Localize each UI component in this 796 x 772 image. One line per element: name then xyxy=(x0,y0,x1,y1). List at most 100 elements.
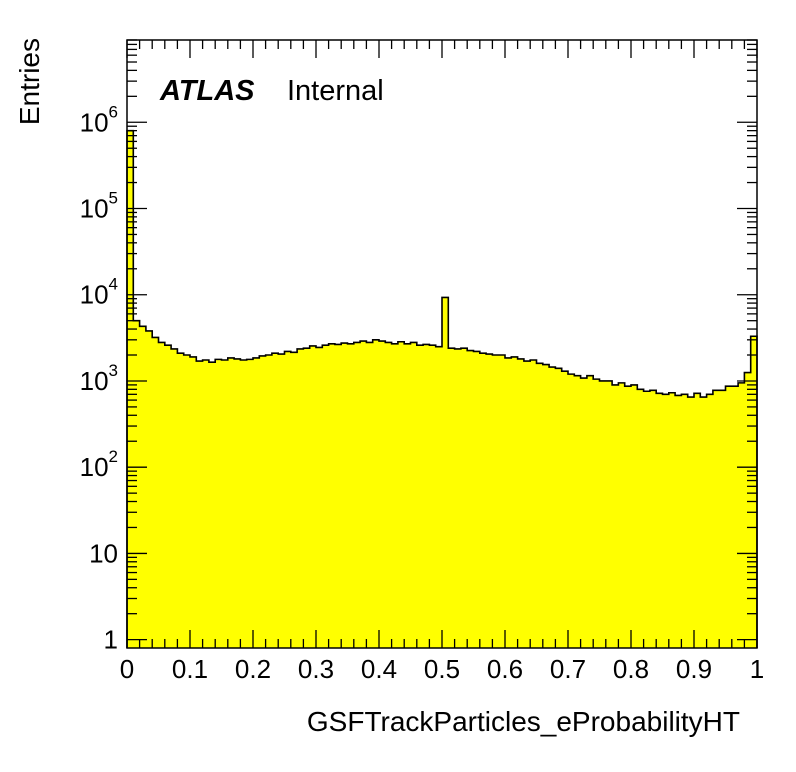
histogram-bin xyxy=(593,379,600,648)
histogram-bin xyxy=(152,337,159,648)
x-tick-label: 0.2 xyxy=(235,654,271,684)
x-tick-label: 0 xyxy=(120,654,134,684)
histogram-bin xyxy=(662,394,670,648)
y-tick-label: 102 xyxy=(80,447,118,482)
histogram-bin xyxy=(649,390,657,648)
histogram-bin xyxy=(316,347,323,648)
histogram-bin xyxy=(448,348,455,648)
histogram-bin xyxy=(183,355,191,648)
histogram-bin xyxy=(542,364,550,648)
histogram-bin xyxy=(631,384,638,648)
y-tick-labels: 1 10 102 103 104 105 106 xyxy=(80,102,118,654)
histogram-bin xyxy=(259,355,266,648)
histogram-bin xyxy=(668,392,676,648)
histogram-bin xyxy=(612,384,619,648)
histogram-bin xyxy=(442,297,449,648)
histogram-bin xyxy=(435,346,443,648)
histogram-bin xyxy=(334,344,342,648)
histogram-bin xyxy=(574,375,581,648)
histogram-bin xyxy=(731,386,739,648)
histogram-bin xyxy=(133,320,140,648)
histogram-bin xyxy=(227,357,235,648)
histogram-bin xyxy=(719,390,726,648)
histogram-bin xyxy=(605,380,613,648)
x-tick-label: 0.5 xyxy=(424,654,460,684)
y-tick-label: 105 xyxy=(80,189,118,224)
histogram-bin xyxy=(177,353,185,648)
histogram-bin xyxy=(240,360,248,648)
histogram-bin xyxy=(675,395,682,648)
histogram-bin xyxy=(681,394,689,648)
histogram-bin xyxy=(473,351,481,648)
histogram-bin xyxy=(505,357,512,648)
histogram-bin xyxy=(498,355,506,648)
histogram-bin xyxy=(517,358,525,648)
histogram-bin xyxy=(706,394,714,648)
histogram-bin xyxy=(215,359,222,648)
histogram-bin xyxy=(549,367,556,648)
histogram-bin xyxy=(429,345,437,648)
x-tick-label: 0.1 xyxy=(172,654,208,684)
histogram-bin xyxy=(391,343,399,648)
histogram-bin xyxy=(454,348,462,648)
histogram-bin xyxy=(328,343,336,648)
histogram-bin xyxy=(586,375,594,648)
histogram-bin xyxy=(303,348,311,648)
y-tick-label: 10 xyxy=(89,538,118,568)
y-tick-label: 106 xyxy=(80,102,118,137)
histogram-bin xyxy=(145,330,153,648)
histogram-bin xyxy=(580,378,588,648)
histogram-bin xyxy=(410,342,418,648)
x-tick-label: 0.8 xyxy=(613,654,649,684)
atlas-label: ATLAS xyxy=(159,75,255,107)
histogram-bin xyxy=(297,348,304,648)
x-axis-title: GSFTrackParticles_eProbabilityHT xyxy=(307,706,740,737)
histogram-bin xyxy=(750,336,758,648)
histogram-bin xyxy=(360,341,367,648)
histogram-bin xyxy=(555,368,563,648)
histogram-bin xyxy=(385,342,392,648)
histogram-bin xyxy=(637,389,644,648)
histogram-bin xyxy=(712,390,720,648)
histogram-bin xyxy=(460,348,468,648)
histogram-bin xyxy=(190,356,197,648)
histogram-bin xyxy=(656,393,663,648)
histogram-bin xyxy=(353,342,361,648)
histogram-bin xyxy=(738,382,745,648)
histogram-bin xyxy=(265,355,273,648)
histogram-bars xyxy=(127,130,758,649)
histogram-bin xyxy=(694,393,701,648)
histogram-bin xyxy=(221,360,229,648)
histogram-bin xyxy=(643,391,651,648)
histogram-bin xyxy=(158,342,166,648)
histogram-bin xyxy=(322,345,329,648)
histogram-bin xyxy=(164,345,172,648)
histogram-bin xyxy=(139,326,147,648)
histogram-bin xyxy=(341,343,348,648)
histogram-outline xyxy=(126,129,758,648)
x-tick-label: 0.6 xyxy=(487,654,523,684)
histogram-bin xyxy=(309,345,317,648)
histogram-bin xyxy=(347,343,355,648)
histogram-bin xyxy=(379,341,386,648)
histogram-bin xyxy=(536,363,544,648)
histogram-bin xyxy=(744,372,752,648)
x-tick-label: 1 xyxy=(750,654,764,684)
histogram-bin xyxy=(687,397,695,648)
histogram-bin xyxy=(618,382,626,648)
histogram-bin xyxy=(246,359,254,648)
histogram-bin xyxy=(271,353,279,648)
x-tick-labels: 0 0.1 0.2 0.3 0.4 0.5 0.6 0.7 0.8 0.9 1 xyxy=(120,654,764,684)
histogram-bin xyxy=(700,397,707,648)
histogram-bin xyxy=(530,360,537,648)
histogram-bin xyxy=(568,374,575,648)
histogram-bin xyxy=(725,386,733,648)
histogram-bin xyxy=(492,355,500,648)
x-tick-label: 0.9 xyxy=(676,654,712,684)
histogram-bin xyxy=(423,344,430,648)
histogram-bin xyxy=(561,371,569,648)
y-tick-label: 1 xyxy=(104,625,118,655)
histogram-bin xyxy=(624,386,632,648)
histogram-bin xyxy=(208,362,216,648)
